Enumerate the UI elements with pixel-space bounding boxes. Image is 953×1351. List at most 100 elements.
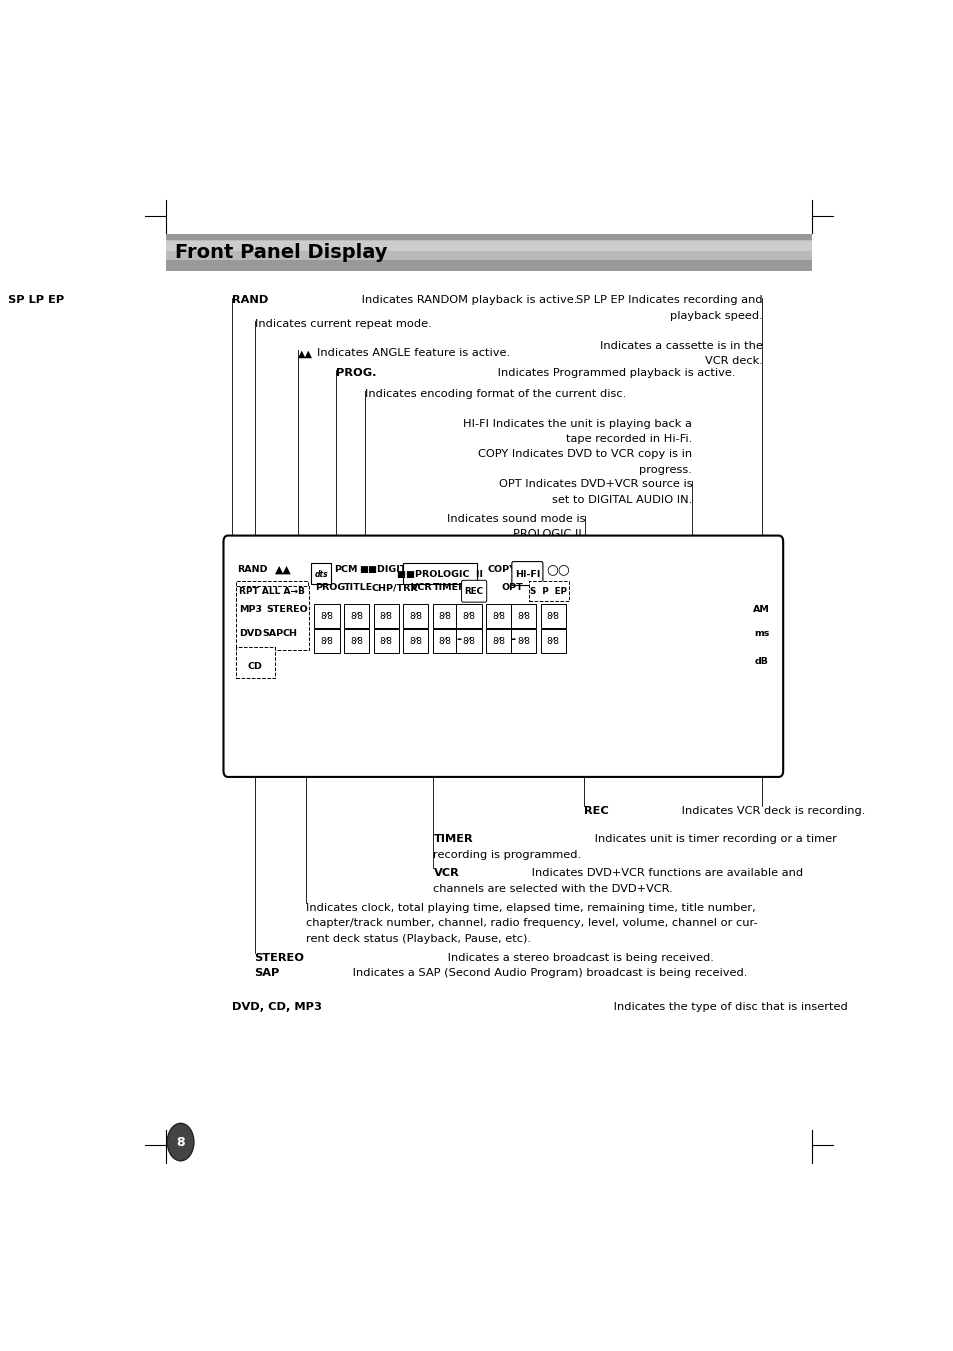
Bar <box>166 242 811 261</box>
Bar <box>166 239 811 251</box>
Text: PROLOGIC II.: PROLOGIC II. <box>512 530 584 539</box>
Text: tape recorded in Hi-Fi.: tape recorded in Hi-Fi. <box>565 435 692 444</box>
Circle shape <box>167 1123 193 1161</box>
Text: Indicates Programmed playback is active.: Indicates Programmed playback is active. <box>493 367 734 378</box>
Text: dts: dts <box>314 570 328 578</box>
FancyBboxPatch shape <box>403 604 428 628</box>
Text: VCR: VCR <box>433 869 458 878</box>
Text: ▲▲: ▲▲ <box>274 565 291 574</box>
Text: OPT: OPT <box>501 584 522 593</box>
Text: AM: AM <box>753 605 769 615</box>
FancyBboxPatch shape <box>403 562 476 585</box>
Text: SP LP EP Indicates recording and: SP LP EP Indicates recording and <box>576 296 761 305</box>
Text: 8⁄8: 8⁄8 <box>379 612 393 620</box>
Text: 8⁄8: 8⁄8 <box>438 636 452 646</box>
Text: PCM: PCM <box>335 565 357 574</box>
Text: 8⁄8: 8⁄8 <box>379 636 393 646</box>
Text: Indicates a cassette is in the: Indicates a cassette is in the <box>599 340 761 351</box>
FancyBboxPatch shape <box>433 630 457 653</box>
Text: 8⁄8: 8⁄8 <box>517 636 530 646</box>
Text: PROG.: PROG. <box>335 367 376 378</box>
Text: STEREO: STEREO <box>254 952 304 963</box>
Text: progress.: progress. <box>639 465 692 474</box>
Text: 8⁄8: 8⁄8 <box>546 636 559 646</box>
Text: CD: CD <box>248 662 262 671</box>
Text: playback speed.: playback speed. <box>669 311 761 320</box>
Text: RAND: RAND <box>236 565 267 574</box>
Text: Indicates a stereo broadcast is being received.: Indicates a stereo broadcast is being re… <box>443 952 713 963</box>
FancyBboxPatch shape <box>456 630 481 653</box>
FancyBboxPatch shape <box>223 535 782 777</box>
FancyBboxPatch shape <box>528 581 568 601</box>
Text: 8⁄8: 8⁄8 <box>492 612 504 620</box>
Text: ms: ms <box>753 630 769 638</box>
Text: COPY: COPY <box>487 565 516 574</box>
Text: HI-FI Indicates the unit is playing back a: HI-FI Indicates the unit is playing back… <box>463 419 692 430</box>
FancyBboxPatch shape <box>344 604 369 628</box>
Text: -: - <box>456 634 461 646</box>
Text: set to DIGITAL AUDIO IN.: set to DIGITAL AUDIO IN. <box>552 494 692 505</box>
FancyBboxPatch shape <box>540 630 565 653</box>
Text: ▲▲: ▲▲ <box>298 349 313 358</box>
FancyBboxPatch shape <box>511 604 536 628</box>
Text: STEREO: STEREO <box>266 605 308 615</box>
FancyBboxPatch shape <box>314 630 339 653</box>
Text: chapter/track number, channel, radio frequency, level, volume, channel or cur-: chapter/track number, channel, radio fre… <box>306 919 757 928</box>
FancyBboxPatch shape <box>403 630 428 653</box>
FancyBboxPatch shape <box>433 604 457 628</box>
Text: 8⁄8: 8⁄8 <box>438 612 452 620</box>
FancyBboxPatch shape <box>374 604 398 628</box>
Text: RPT ALL A→B: RPT ALL A→B <box>238 588 304 596</box>
FancyBboxPatch shape <box>511 630 536 653</box>
Text: SAP: SAP <box>262 630 283 638</box>
Text: DVD: DVD <box>239 630 262 638</box>
Text: Indicates sound mode is: Indicates sound mode is <box>446 513 584 524</box>
FancyBboxPatch shape <box>485 630 511 653</box>
Text: 8⁄8: 8⁄8 <box>492 636 504 646</box>
Text: 8⁄8: 8⁄8 <box>517 612 530 620</box>
Text: Indicates the type of disc that is inserted: Indicates the type of disc that is inser… <box>609 1001 847 1012</box>
Text: 8⁄8: 8⁄8 <box>350 636 363 646</box>
FancyBboxPatch shape <box>235 581 308 601</box>
FancyBboxPatch shape <box>540 604 565 628</box>
Text: 8⁄8: 8⁄8 <box>409 612 422 620</box>
Text: SAP: SAP <box>254 969 279 978</box>
Text: S  P  EP: S P EP <box>530 588 567 596</box>
Text: channels are selected with the DVD+VCR.: channels are selected with the DVD+VCR. <box>433 884 673 894</box>
Text: REC: REC <box>583 807 608 816</box>
FancyBboxPatch shape <box>461 581 486 603</box>
Text: PROG.: PROG. <box>314 584 349 593</box>
Text: 8⁄8: 8⁄8 <box>462 636 475 646</box>
Text: VCR: VCR <box>410 584 432 593</box>
Text: Front Panel Display: Front Panel Display <box>174 243 387 262</box>
Text: HI-FI: HI-FI <box>515 570 539 578</box>
Text: CHP/TRK: CHP/TRK <box>371 584 417 593</box>
Text: COPY Indicates DVD to VCR copy is in: COPY Indicates DVD to VCR copy is in <box>477 450 692 459</box>
Text: TIMER: TIMER <box>433 584 466 593</box>
Text: RAND: RAND <box>232 296 268 305</box>
FancyBboxPatch shape <box>374 630 398 653</box>
Text: 8: 8 <box>176 1136 185 1148</box>
FancyBboxPatch shape <box>344 630 369 653</box>
Bar <box>166 234 811 272</box>
Text: MP3: MP3 <box>239 605 262 615</box>
Text: -: - <box>510 634 515 646</box>
Text: OPT Indicates DVD+VCR source is: OPT Indicates DVD+VCR source is <box>498 480 692 489</box>
Text: 8⁄8: 8⁄8 <box>409 636 422 646</box>
Text: 8⁄8: 8⁄8 <box>350 612 363 620</box>
Text: dB: dB <box>754 658 768 666</box>
Text: SP LP EP: SP LP EP <box>8 296 64 305</box>
Text: 8⁄8: 8⁄8 <box>320 636 334 646</box>
Text: REC: REC <box>464 588 483 596</box>
Text: ■■PROLOGIC  II: ■■PROLOGIC II <box>396 570 482 578</box>
Text: Indicates ANGLE feature is active.: Indicates ANGLE feature is active. <box>316 349 509 358</box>
Text: 8⁄8: 8⁄8 <box>462 612 475 620</box>
Text: Indicates RANDOM playback is active.: Indicates RANDOM playback is active. <box>357 296 577 305</box>
Text: rent deck status (Playback, Pause, etc).: rent deck status (Playback, Pause, etc). <box>306 934 531 943</box>
FancyBboxPatch shape <box>314 604 339 628</box>
Text: Indicates encoding format of the current disc.: Indicates encoding format of the current… <box>365 389 626 399</box>
FancyBboxPatch shape <box>456 604 481 628</box>
Text: Indicates clock, total playing time, elapsed time, remaining time, title number,: Indicates clock, total playing time, ela… <box>306 902 756 913</box>
Text: CH: CH <box>282 630 297 638</box>
Text: Indicates unit is timer recording or a timer: Indicates unit is timer recording or a t… <box>591 834 836 844</box>
